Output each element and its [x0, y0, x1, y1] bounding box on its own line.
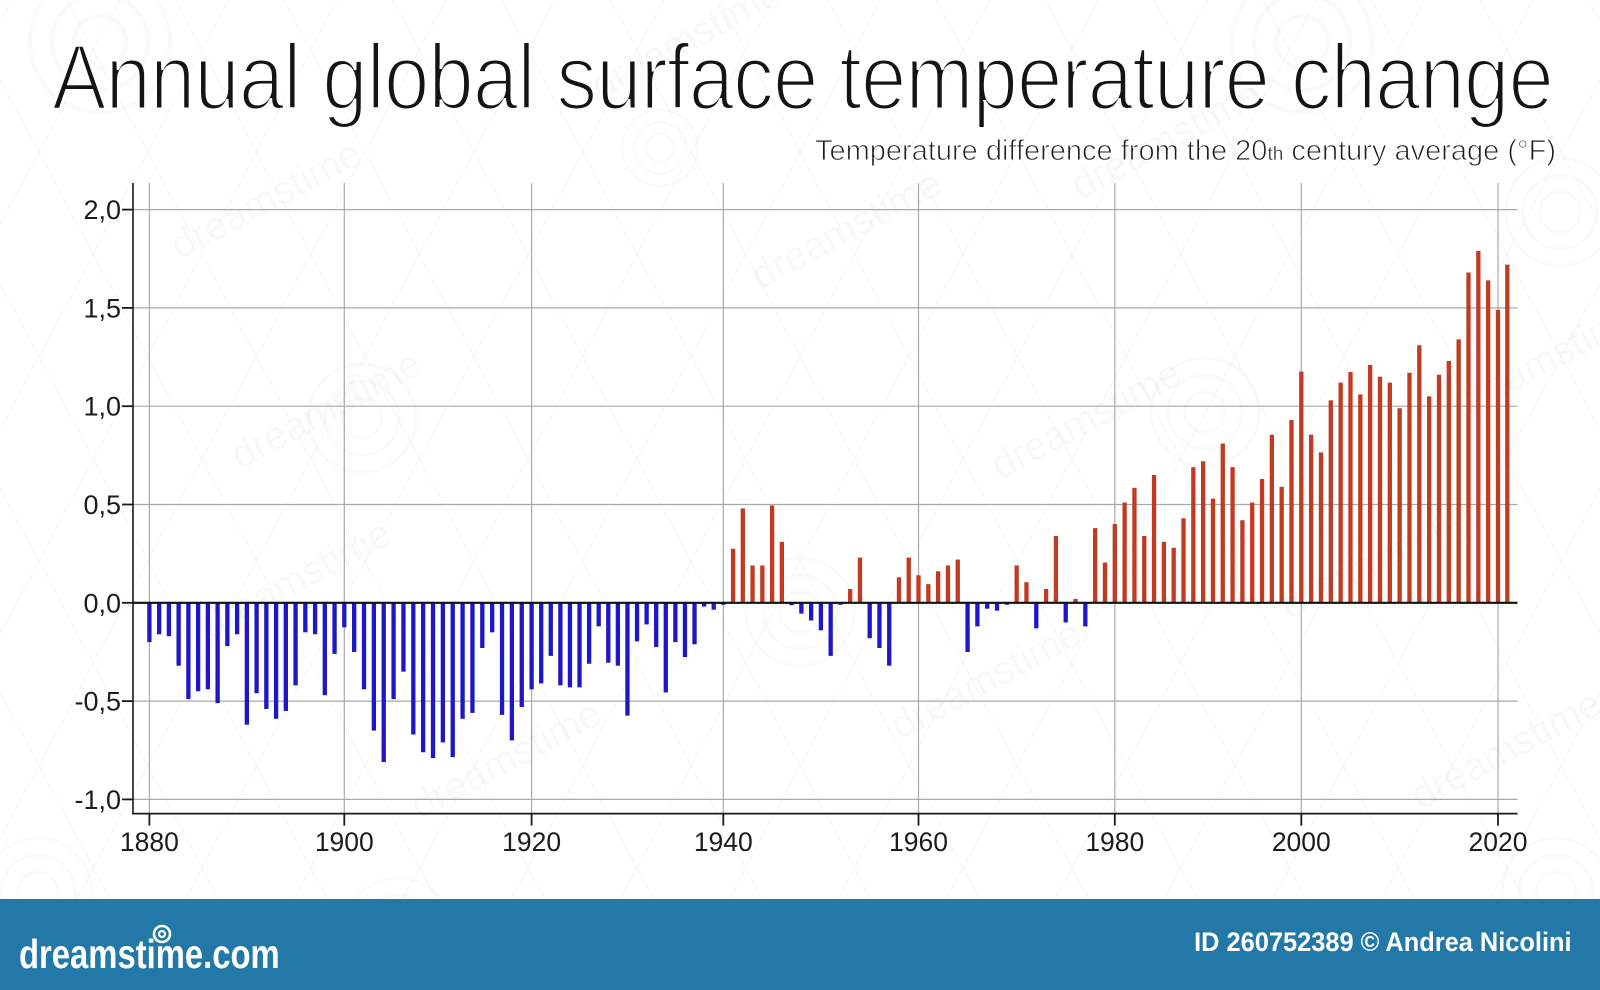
svg-text:2020: 2020 [1469, 827, 1528, 857]
svg-text:0,0: 0,0 [83, 588, 121, 618]
svg-text:1940: 1940 [694, 827, 753, 857]
svg-text:2,0: 2,0 [83, 195, 121, 225]
svg-text:0,5: 0,5 [83, 490, 121, 520]
svg-text:-1,0: -1,0 [74, 785, 121, 815]
svg-text:1920: 1920 [502, 827, 561, 857]
svg-text:2000: 2000 [1272, 827, 1331, 857]
svg-text:-0,5: -0,5 [74, 687, 121, 717]
svg-text:1880: 1880 [120, 827, 179, 857]
svg-text:1,5: 1,5 [83, 293, 121, 323]
svg-text:1,0: 1,0 [83, 392, 121, 422]
svg-text:1980: 1980 [1085, 827, 1144, 857]
svg-text:1960: 1960 [889, 827, 948, 857]
svg-text:1900: 1900 [315, 827, 374, 857]
